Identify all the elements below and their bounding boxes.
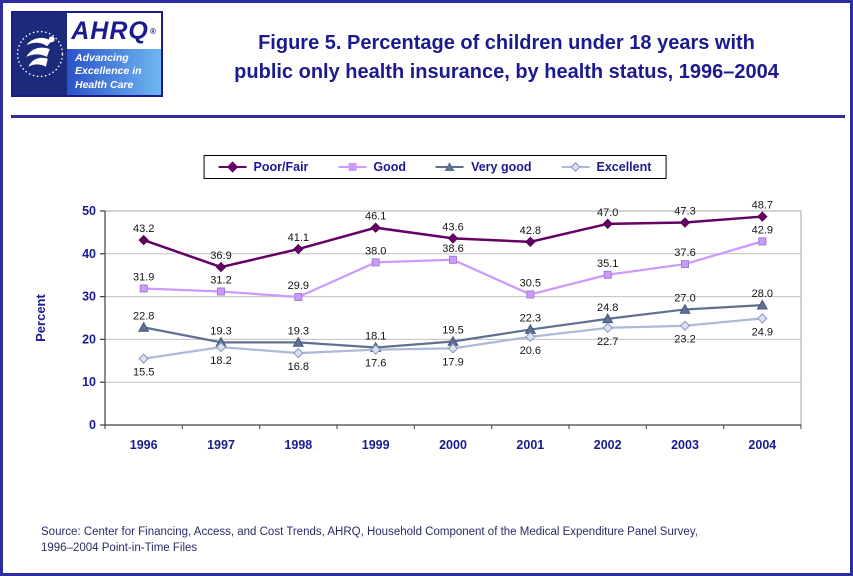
excellent-data-label: 16.8 <box>288 361 309 373</box>
poor-fair-diamond-marker-icon <box>218 161 247 173</box>
good-data-label: 31.2 <box>210 274 231 286</box>
excellent-data-label: 24.9 <box>752 326 773 338</box>
x-tick-label: 2004 <box>748 438 776 452</box>
ahrq-logo: AHRQ ® Advancing Excellence in Health Car… <box>11 11 163 97</box>
ahrq-wordmark-block: AHRQ ® Advancing Excellence in Health Car… <box>67 13 161 95</box>
very-good-data-label: 19.5 <box>442 325 463 337</box>
figure-title-line-2: public only health insurance, by health … <box>234 61 779 83</box>
plot-area <box>104 210 802 426</box>
very-good-data-label: 24.8 <box>597 302 618 314</box>
good-square-marker-icon <box>338 161 367 173</box>
poor-fair-data-label: 47.3 <box>674 206 695 218</box>
ahrq-acronym: AHRQ <box>71 16 149 45</box>
very-good-data-label: 18.1 <box>365 331 386 343</box>
very-good-data-label: 19.3 <box>288 325 309 337</box>
good-series: 31.9 31.2 29.9 38.0 38.6 30.5 35.1 37.6 42.9 <box>133 224 773 302</box>
y-axis-title: Percent <box>33 293 48 341</box>
x-tick-label: 1997 <box>207 438 235 452</box>
chart-legend: Poor/Fair Good Very good Excellent <box>203 155 667 179</box>
very-good-data-label: 28.0 <box>752 288 773 300</box>
good-data-label: 30.5 <box>520 277 541 289</box>
figure-title: Figure 5. Percentage of children under 1… <box>165 29 848 87</box>
legend-item-excellent: Excellent <box>561 160 652 174</box>
good-data-label: 31.9 <box>133 271 154 283</box>
excellent-data-label: 15.5 <box>133 367 154 379</box>
legend-item-good: Good <box>338 160 406 174</box>
y-tick-label: 0 <box>89 418 96 432</box>
very-good-triangle-marker-icon <box>436 161 465 173</box>
good-data-label: 37.6 <box>674 247 695 259</box>
y-tick-label: 10 <box>82 375 96 389</box>
poor-fair-data-label: 36.9 <box>210 250 231 262</box>
good-data-label: 35.1 <box>597 258 618 270</box>
good-data-label: 42.9 <box>752 224 773 236</box>
y-tick-label: 50 <box>82 204 96 218</box>
excellent-open-diamond-marker-icon <box>561 161 590 173</box>
y-tick-label: 40 <box>82 247 96 261</box>
legend-label: Good <box>373 160 407 174</box>
x-tick-label: 2000 <box>439 438 467 452</box>
excellent-data-label: 22.7 <box>597 336 618 348</box>
x-tick-label: 1996 <box>130 438 158 452</box>
x-tick-label: 1998 <box>284 438 312 452</box>
poor-fair-data-label: 46.1 <box>365 211 386 223</box>
tagline-line-2: Excellence in <box>75 65 142 78</box>
very-good-data-label: 22.3 <box>520 313 541 325</box>
good-data-label: 38.6 <box>442 243 463 255</box>
legend-item-poor-fair: Poor/Fair <box>218 160 309 174</box>
line-chart: 0 10 20 30 40 50 1996 1997 1998 1999 2000 2001 2002 2… <box>33 200 802 452</box>
hhs-eagle-icon <box>16 30 64 78</box>
y-tick-label: 20 <box>82 332 96 346</box>
poor-fair-data-label: 41.1 <box>288 232 309 244</box>
very-good-series: 22.8 19.3 19.3 18.1 19.5 22.3 24.8 27.0 28.0 <box>133 288 773 352</box>
excellent-data-label: 18.2 <box>210 355 231 367</box>
legend-label: Very good <box>471 160 532 174</box>
very-good-data-label: 19.3 <box>210 325 231 337</box>
excellent-series: 15.5 18.2 16.8 17.6 17.9 20.6 22.7 23.2 24.9 <box>133 313 773 379</box>
tagline-line-3: Health Care <box>75 78 134 91</box>
good-data-label: 38.0 <box>365 245 386 257</box>
very-good-data-label: 27.0 <box>674 292 695 304</box>
poor-fair-data-label: 42.8 <box>520 225 541 237</box>
poor-fair-data-label: 48.7 <box>752 200 773 212</box>
ahrq-wordmark: AHRQ ® <box>67 13 161 49</box>
excellent-data-label: 23.2 <box>674 334 695 346</box>
figure-title-line-1: Figure 5. Percentage of children under 1… <box>258 32 755 54</box>
excellent-data-label: 20.6 <box>520 345 541 357</box>
registered-mark: ® <box>149 26 157 36</box>
legend-label: Excellent <box>596 160 652 174</box>
ahrq-tagline: Advancing Excellence in Health Care <box>67 49 161 95</box>
legend-label: Poor/Fair <box>253 160 309 174</box>
poor-fair-data-label: 47.0 <box>597 207 618 219</box>
x-tick-label: 2001 <box>516 438 544 452</box>
hhs-seal-icon <box>13 13 67 95</box>
poor-fair-data-label: 43.2 <box>133 223 154 235</box>
x-tick-label: 1999 <box>362 438 390 452</box>
y-tick-label: 30 <box>82 290 96 304</box>
header-divider <box>11 115 845 118</box>
source-note: Source: Center for Financing, Access, an… <box>41 524 831 556</box>
x-tick-label: 2003 <box>671 438 699 452</box>
legend-item-very-good: Very good <box>436 160 532 174</box>
very-good-data-label: 22.8 <box>133 310 154 322</box>
source-line-2: 1996–2004 Point-in-Time Files <box>41 542 198 555</box>
excellent-data-label: 17.9 <box>442 356 463 368</box>
excellent-data-label: 17.6 <box>365 358 386 370</box>
good-data-label: 29.9 <box>288 280 309 292</box>
tagline-line-1: Advancing <box>75 52 129 65</box>
poor-fair-data-label: 43.6 <box>442 221 463 233</box>
source-line-1: Source: Center for Financing, Access, an… <box>41 526 698 538</box>
poor-fair-series: 43.2 36.9 41.1 46.1 43.6 42.8 47.0 47.3 48.7 <box>133 200 773 273</box>
x-tick-label: 2002 <box>594 438 622 452</box>
